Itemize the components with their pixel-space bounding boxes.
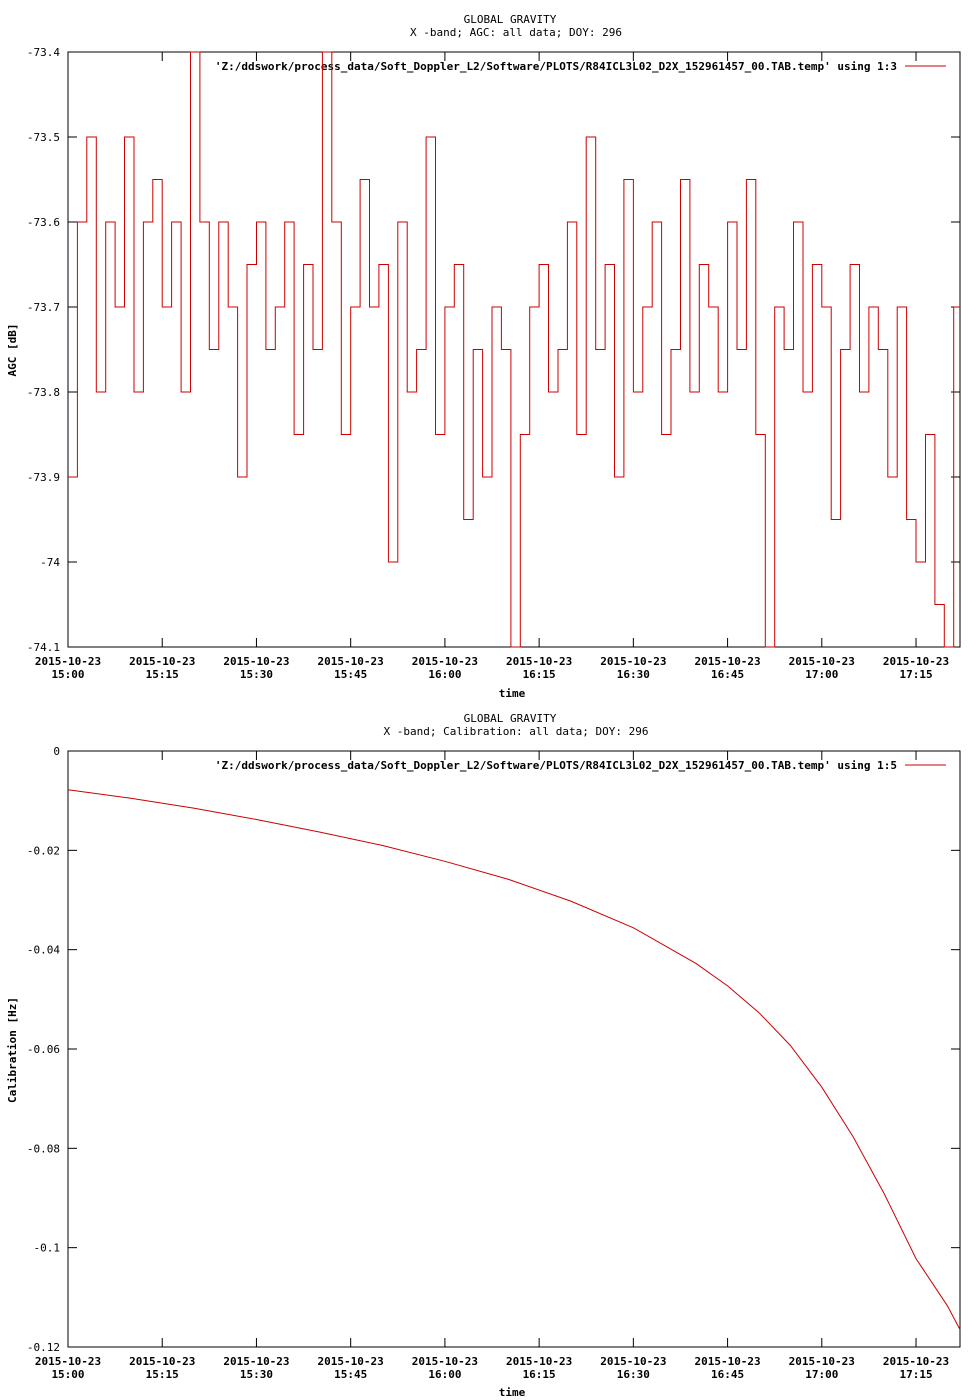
x-axis-label: time (499, 1386, 526, 1399)
x-tick-label: 15:30 (240, 668, 273, 681)
y-tick-label: -73.9 (27, 471, 60, 484)
y-tick-label: -0.06 (27, 1043, 60, 1056)
x-tick-label: 16:45 (711, 668, 744, 681)
y-tick-label: -73.5 (27, 131, 60, 144)
x-tick-label: 15:00 (51, 1368, 84, 1381)
x-axis-label: time (499, 687, 526, 700)
series-line (67, 789, 961, 1330)
chart-agc: GLOBAL GRAVITY X -band; AGC: all data; D… (6, 13, 961, 700)
x-tick-label: 16:45 (711, 1368, 744, 1381)
x-tick-label: 2015-10-23 (129, 655, 195, 668)
x-tick-label: 2015-10-23 (506, 1355, 572, 1368)
x-tick-label: 16:00 (428, 1368, 461, 1381)
x-tick-label: 2015-10-23 (412, 655, 478, 668)
x-tick-label: 17:15 (899, 668, 932, 681)
x-tick-label: 2015-10-23 (35, 1355, 101, 1368)
y-tick-label: -74 (40, 556, 60, 569)
x-tick-label: 15:15 (146, 668, 179, 681)
x-tick-label: 15:45 (334, 668, 367, 681)
x-tick-label: 2015-10-23 (129, 1355, 195, 1368)
y-tick-label: -73.8 (27, 386, 60, 399)
x-tick-label: 16:30 (617, 1368, 650, 1381)
x-tick-label: 2015-10-23 (600, 1355, 666, 1368)
x-tick-label: 2015-10-23 (223, 1355, 289, 1368)
axes: -0.12 -0.1 -0.08 -0.06 -0.04 -0.02 0 2015-10-23… (27, 745, 961, 1381)
legend-label: 'Z:/ddswork/process_data/Soft_Doppler_L2… (215, 60, 897, 73)
y-tick-label: -0.08 (27, 1142, 60, 1155)
x-tick-label: 2015-10-23 (883, 1355, 949, 1368)
x-tick-label: 17:15 (899, 1368, 932, 1381)
y-tick-label: -0.12 (27, 1341, 60, 1354)
y-axis-label: Calibration [Hz] (6, 997, 19, 1103)
chart-title: GLOBAL GRAVITY (464, 13, 557, 26)
x-tick-label: 2015-10-23 (318, 1355, 384, 1368)
x-tick-label: 2015-10-23 (694, 655, 760, 668)
x-tick-label: 15:45 (334, 1368, 367, 1381)
legend-label: 'Z:/ddswork/process_data/Soft_Doppler_L2… (215, 759, 897, 772)
x-tick-label: 2015-10-23 (318, 655, 384, 668)
chart-subtitle: X -band; AGC: all data; DOY: 296 (410, 26, 622, 39)
x-tick-label: 2015-10-23 (789, 1355, 855, 1368)
data-series (67, 789, 961, 1330)
x-tick-label: 2015-10-23 (412, 1355, 478, 1368)
x-tick-label: 2015-10-23 (35, 655, 101, 668)
y-tick-label: -0.04 (27, 944, 60, 957)
chart-subtitle: X -band; Calibration: all data; DOY: 296 (384, 725, 649, 738)
x-tick-label: 2015-10-23 (600, 655, 666, 668)
x-tick-label: 16:15 (523, 1368, 556, 1381)
x-tick-label: 2015-10-23 (883, 655, 949, 668)
axes: -74.1 -74 -73.9 -73.8 -73.7 -73.6 -73.5 -73.4 20… (27, 46, 961, 681)
y-tick-label: -73.4 (27, 46, 60, 59)
series-line (68, 51, 960, 648)
x-tick-label: 17:00 (805, 668, 838, 681)
x-tick-label: 2015-10-23 (694, 1355, 760, 1368)
y-tick-label: 0 (53, 745, 60, 758)
y-tick-label: -74.1 (27, 641, 60, 654)
x-tick-label: 15:30 (240, 1368, 273, 1381)
x-tick-label: 16:30 (617, 668, 650, 681)
x-tick-label: 2015-10-23 (789, 655, 855, 668)
y-tick-label: -0.02 (27, 844, 60, 857)
x-tick-label: 16:00 (428, 668, 461, 681)
data-series (68, 51, 960, 648)
y-tick-label: -73.7 (27, 301, 60, 314)
x-tick-label: 15:15 (146, 1368, 179, 1381)
y-axis-label: AGC [dB] (6, 324, 19, 377)
x-tick-label: 15:00 (51, 668, 84, 681)
y-tick-label: -0.1 (34, 1242, 61, 1255)
x-tick-label: 17:00 (805, 1368, 838, 1381)
x-tick-label: 16:15 (523, 668, 556, 681)
x-tick-label: 2015-10-23 (223, 655, 289, 668)
x-tick-label: 2015-10-23 (506, 655, 572, 668)
y-tick-label: -73.6 (27, 216, 60, 229)
chart-calibration: GLOBAL GRAVITY X -band; Calibration: all… (6, 712, 961, 1399)
chart-title: GLOBAL GRAVITY (464, 712, 557, 725)
